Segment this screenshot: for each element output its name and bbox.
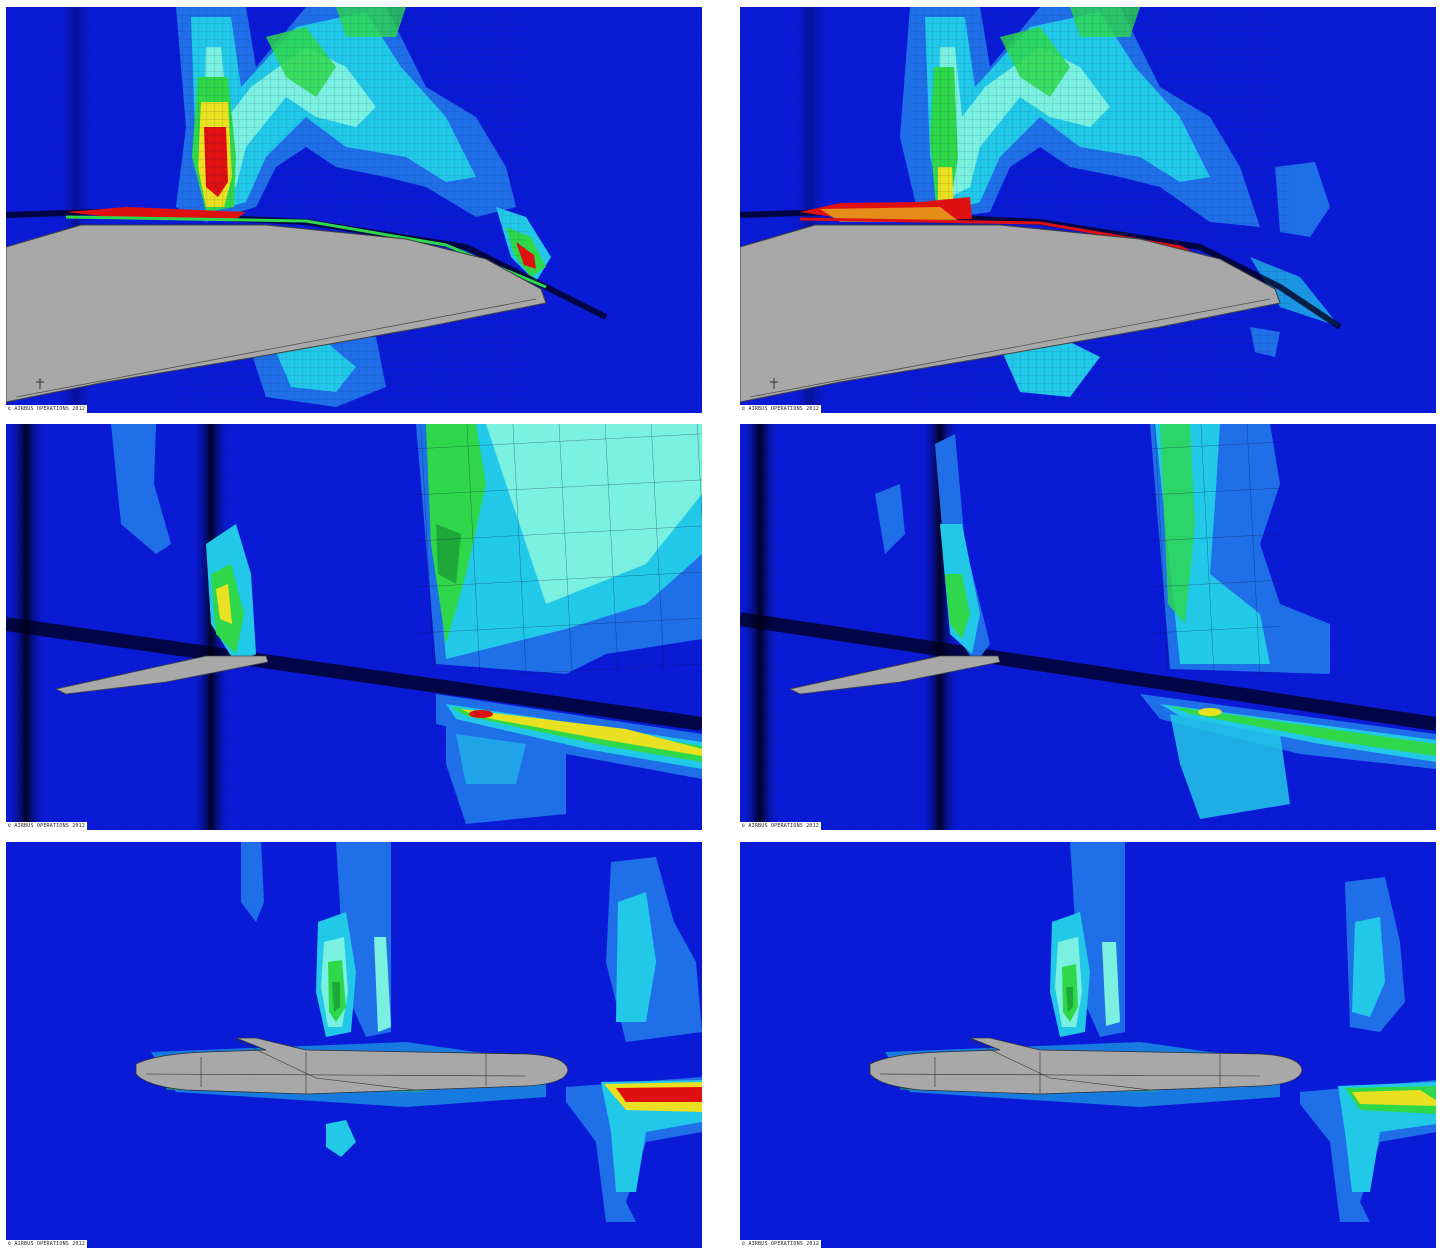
wing-geometry: [788, 655, 1001, 695]
copyright-label: © AIRBUS OPERATIONS 2012: [6, 822, 88, 830]
copyright-label: © AIRBUS OPERATIONS 2012: [740, 822, 822, 830]
contour-panel-4: © AIRBUS OPERATIONS 2012: [740, 424, 1436, 830]
axis-triad-icon: [36, 378, 44, 389]
wing-geometry: [54, 655, 269, 695]
copyright-label: © AIRBUS OPERATIONS 2012: [740, 405, 822, 413]
contour-panel-1: © AIRBUS OPERATIONS 2012: [6, 7, 702, 413]
cfd-contour-plot: [6, 7, 702, 413]
axis-triad-icon: [770, 378, 778, 389]
cfd-contour-plot: [6, 424, 702, 830]
contour-panel-3: © AIRBUS OPERATIONS 2012: [6, 424, 702, 830]
contour-panel-2: © AIRBUS OPERATIONS 2012: [740, 7, 1436, 413]
contour-panel-5: © AIRBUS OPERATIONS 2012: [6, 842, 702, 1248]
cfd-contour-plot: [6, 842, 702, 1248]
aircraft-geometry: [135, 1037, 569, 1095]
copyright-label: © AIRBUS OPERATIONS 2012: [740, 1240, 822, 1248]
cfd-contour-plot: [740, 424, 1436, 830]
cfd-contour-plot: [740, 7, 1436, 413]
copyright-label: © AIRBUS OPERATIONS 2012: [6, 1240, 88, 1248]
flow-region-wake: [111, 424, 702, 824]
copyright-label: © AIRBUS OPERATIONS 2012: [6, 405, 88, 413]
airfoil-geometry: [740, 224, 1281, 403]
contour-panel-6: © AIRBUS OPERATIONS 2012: [740, 842, 1436, 1248]
airfoil-geometry: [6, 224, 547, 403]
aircraft-geometry: [869, 1037, 1303, 1095]
flow-region-wake: [875, 424, 1436, 819]
cfd-contour-plot: [740, 842, 1436, 1248]
